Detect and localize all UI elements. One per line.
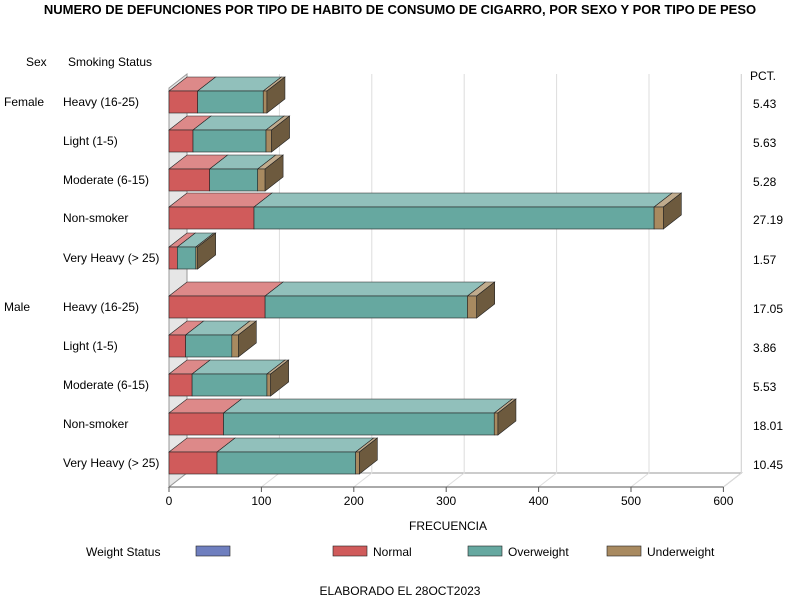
x-tick-label: 300 <box>436 494 456 508</box>
bar-side <box>497 398 517 436</box>
bar-segment <box>262 90 268 114</box>
bar-segment <box>168 129 194 153</box>
x-tick-label: 200 <box>344 494 364 508</box>
bar-side <box>264 154 284 192</box>
bar-segment <box>253 206 655 230</box>
bar-segment <box>185 334 233 358</box>
bar-segment <box>257 168 266 192</box>
bar-side <box>238 320 257 358</box>
bar-segment <box>168 295 266 319</box>
bar-segment <box>653 206 664 230</box>
legend-label: Underweight <box>647 545 715 559</box>
bar-segment <box>168 246 178 270</box>
category-label: Moderate (6-15) <box>63 173 149 187</box>
plot-area: 0 100 200 300 400 500 600 Female Heavy (16-25) 5.… <box>4 72 783 508</box>
gridline-floor <box>261 472 280 488</box>
legend: Normal Overweight Underweight <box>195 545 715 559</box>
bar-segment <box>493 412 499 436</box>
bar-side <box>270 359 289 397</box>
pct-label: 5.63 <box>753 136 777 150</box>
gridline-floor <box>445 472 465 488</box>
bar-side <box>266 76 286 114</box>
bar-segment <box>168 412 224 436</box>
bar-segment-top <box>264 281 487 297</box>
x-tick-label: 500 <box>621 494 641 508</box>
bar-segment <box>191 373 268 397</box>
bar-segment <box>168 206 255 230</box>
bar-segment <box>265 129 272 153</box>
smoking-status-column-header: Smoking Status <box>68 55 152 69</box>
category-label: Non-smoker <box>63 417 128 431</box>
bar-segment <box>209 168 259 192</box>
pct-label: 10.45 <box>753 458 783 472</box>
bar-segment <box>216 451 356 475</box>
legend-swatch-normal <box>332 545 368 557</box>
x-axis-label: FRECUENCIA <box>409 519 487 533</box>
category-label: Very Heavy (> 25) <box>63 251 159 265</box>
pct-label: 5.53 <box>753 380 777 394</box>
pct-column-header: PCT. <box>750 69 776 83</box>
sex-column-header: Sex <box>26 55 47 69</box>
group-label: Female <box>4 95 44 109</box>
category-label: Moderate (6-15) <box>63 378 149 392</box>
pct-label: 5.43 <box>753 97 777 111</box>
legend-label: Overweight <box>508 545 569 559</box>
gridline-floor <box>630 472 650 488</box>
bar-segment <box>168 451 218 475</box>
bar-segment <box>197 90 264 114</box>
bar-segment-top <box>222 398 514 414</box>
bar-segment <box>264 295 468 319</box>
x-tick-label: 0 <box>166 494 173 508</box>
bar-segment-top <box>253 192 673 208</box>
category-label: Non-smoker <box>63 211 128 225</box>
bar-segment <box>168 90 198 114</box>
category-label: Light (1-5) <box>63 134 118 148</box>
bar-side <box>663 192 682 230</box>
legend-swatch-blank <box>195 545 231 557</box>
bar-segment <box>223 412 495 436</box>
bar-segment <box>467 295 477 319</box>
bar-segment-top <box>216 437 375 453</box>
bar-segment-top <box>168 281 284 297</box>
pct-label: 18.01 <box>753 419 783 433</box>
gridline-floor <box>723 472 742 488</box>
gridline-floor <box>353 472 373 488</box>
bar-side <box>359 437 378 475</box>
bar-side <box>197 232 216 270</box>
footnote: ELABORADO EL 28OCT2023 <box>320 584 481 598</box>
pct-label: 5.28 <box>753 175 777 189</box>
pct-label: 27.19 <box>753 213 783 227</box>
category-label: Heavy (16-25) <box>63 95 139 109</box>
legend-title: Weight Status <box>86 545 160 559</box>
bar-segment <box>231 334 239 358</box>
bar-segment <box>177 246 197 270</box>
category-label: Light (1-5) <box>63 339 118 353</box>
bar-segment <box>266 373 271 397</box>
pct-label: 1.57 <box>753 253 777 267</box>
bar-segment <box>168 334 186 358</box>
chart-title: NUMERO DE DEFUNCIONES POR TIPO DE HABITO… <box>44 2 756 17</box>
x-tick-label: 100 <box>251 494 271 508</box>
pct-label: 3.86 <box>753 341 777 355</box>
bar-segment <box>168 373 193 397</box>
group-label: Male <box>4 300 30 314</box>
bar-side <box>271 115 290 153</box>
x-tick-label: 600 <box>713 494 733 508</box>
category-label: Very Heavy (> 25) <box>63 456 159 470</box>
bar-segment <box>168 168 210 192</box>
x-tick-label: 400 <box>529 494 549 508</box>
pct-label: 17.05 <box>753 302 783 316</box>
bar-segment <box>192 129 267 153</box>
category-label: Heavy (16-25) <box>63 300 139 314</box>
legend-swatch-underweight <box>606 545 642 557</box>
bar-side <box>476 281 495 319</box>
legend-label: Normal <box>373 545 412 559</box>
legend-swatch-overweight <box>467 545 503 557</box>
bar-segment <box>355 451 360 475</box>
gridline-floor <box>538 472 557 488</box>
